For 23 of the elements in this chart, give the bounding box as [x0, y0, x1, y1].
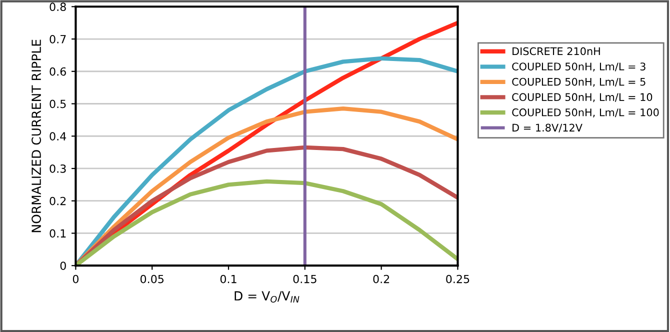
y-tick-label: 0.2	[50, 196, 66, 206]
x-tick-label: 0.2	[373, 274, 390, 284]
y-tick-label: 0.7	[50, 34, 66, 44]
x-tick-label: 0	[72, 274, 79, 284]
y-tick-label: 0.5	[50, 100, 66, 108]
y-axis-title: NORMALIZED CURRENT RIPPLE	[32, 40, 42, 232]
y-tick-label: 0	[60, 262, 66, 270]
x-tick-label: 0.25	[446, 274, 470, 284]
y-tick-label: 0.8	[50, 2, 66, 12]
y-tick-label: 0.6	[50, 67, 66, 76]
legend-label: DISCRETE 210nH	[512, 47, 600, 56]
legend-label: COUPLED 50nH, Lm/L = 5	[512, 78, 646, 87]
legend-label: D = 1.8V/12V	[512, 124, 582, 132]
legend-label: COUPLED 50nH, Lm/L = 100	[512, 108, 659, 118]
x-tick-label: 0.05	[140, 274, 164, 284]
x-tick-label: 0.15	[293, 274, 316, 284]
legend-label: COUPLED 50nH, Lm/L = 10	[512, 93, 652, 102]
y-tick-label: 0.3	[50, 164, 66, 173]
x-tick-label: 0.1	[220, 274, 236, 284]
legend-label: COUPLED 50nH, Lm/L = 3	[512, 62, 646, 72]
y-tick-label: 0.4	[50, 132, 66, 140]
y-tick-label: 0.1	[50, 229, 66, 238]
x-axis-title: D = V$_{O}$/V$_{IN}$	[234, 291, 300, 303]
